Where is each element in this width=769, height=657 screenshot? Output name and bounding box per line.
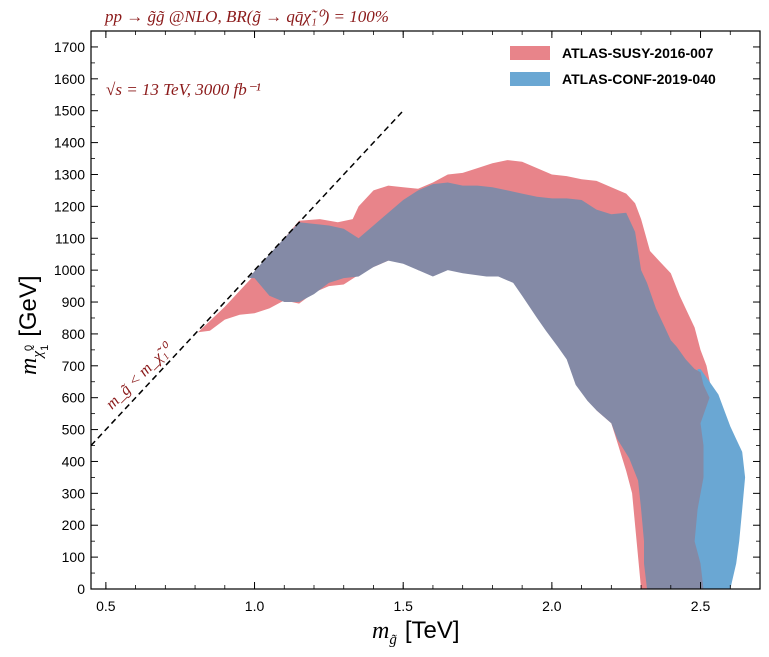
y-axis-label-unit: [GeV] [15, 275, 42, 336]
x-axis-label-var: m [372, 618, 389, 644]
y-tick-label: 300 [62, 485, 86, 501]
y-tick-label: 1500 [54, 103, 85, 119]
svg-text:mχ̃01[GeV]: mχ̃0 1[GeV] [15, 275, 51, 375]
y-tick-label: 1300 [54, 166, 85, 182]
y-tick-label: 600 [62, 390, 86, 406]
y-axis-label-subsub: 1 [39, 345, 51, 351]
x-axis-label: mg̃ [TeV] [372, 617, 460, 648]
y-tick-label: 500 [62, 422, 86, 438]
diagonal-line [90, 110, 404, 447]
y-tick-label: 1000 [54, 262, 85, 278]
y-tick-label: 900 [62, 294, 86, 310]
x-tick-label: 2.5 [691, 598, 711, 614]
x-axis-ticks: 0.5 1.0 1.5 2.0 2.5 [96, 31, 731, 614]
legend-label-susy-2016-007: ATLAS-SUSY-2016-007 [562, 45, 714, 61]
y-tick-label: 1100 [55, 230, 85, 246]
energy-label: √s = 13 TeV, 3000 fb⁻¹ [106, 80, 261, 99]
legend-swatch-susy-2016-007 [510, 46, 550, 60]
legend: ATLAS-SUSY-2016-007 ATLAS-CONF-2019-040 [510, 45, 716, 87]
y-tick-label: 1400 [54, 135, 85, 151]
legend-label-conf-2019-040: ATLAS-CONF-2019-040 [562, 71, 716, 87]
svg-text:mg̃[TeV]: mg̃ [TeV] [372, 617, 460, 648]
y-tick-label: 700 [62, 358, 86, 374]
y-tick-label: 400 [62, 453, 86, 469]
y-tick-label: 1200 [54, 198, 85, 214]
x-axis-label-unit: [TeV] [405, 617, 460, 644]
chart-title: pp → g̃g̃ @NLO, BR(g̃ → qq̄χ̃₁⁰) = 100% [104, 7, 389, 26]
x-tick-label: 0.5 [96, 598, 116, 614]
y-tick-label: 0 [77, 581, 85, 597]
region-overlap [248, 182, 710, 589]
plot-frame [90, 30, 761, 590]
x-axis-label-sub: g̃ [389, 632, 397, 648]
x-tick-label: 1.5 [393, 598, 413, 614]
x-tick-label: 1.0 [245, 598, 265, 614]
y-axis-label-sup: 0 [23, 345, 35, 351]
legend-swatch-conf-2019-040 [510, 72, 550, 86]
y-tick-label: 200 [62, 517, 86, 533]
y-tick-label: 1700 [54, 39, 85, 55]
y-tick-label: 100 [62, 549, 86, 565]
y-axis-label: mχ̃0 1[GeV] [15, 275, 51, 375]
regions-group [198, 160, 746, 589]
y-axis-ticks: 0 100 200 300 400 500 600 700 800 900 1000 1100 1200… [54, 39, 760, 597]
y-axis-label-var: m [16, 358, 42, 375]
y-tick-label: 1600 [54, 71, 85, 87]
x-tick-label: 2.0 [542, 598, 562, 614]
y-tick-label: 800 [62, 326, 86, 342]
